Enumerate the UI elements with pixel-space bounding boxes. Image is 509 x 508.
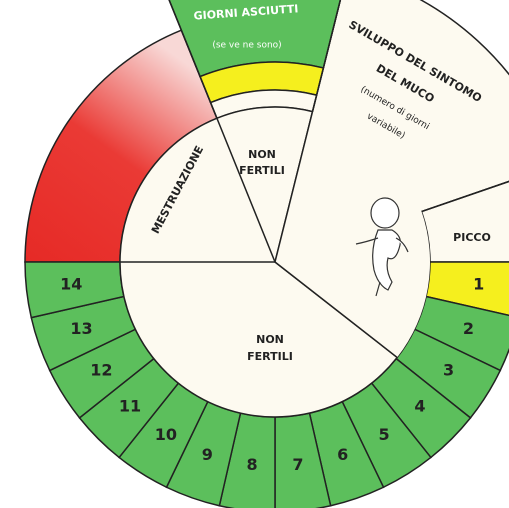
fertility-wheel: GIORNI ASCIUTTI (se ve ne sono) SVILUPPO… [0,0,509,508]
day-label: 5 [378,425,389,444]
day-label: 1 [473,274,484,293]
peak-label: PICCO [453,231,491,244]
infertile-bottom: NON [256,333,284,346]
day-label: 4 [414,396,425,415]
day-label: 8 [246,455,257,474]
day-label: 12 [90,361,112,380]
day-label: 11 [119,396,141,415]
day-label: 9 [202,445,213,464]
day-label: 2 [463,319,474,338]
day-label: 6 [337,445,348,464]
infertile-top: FERTILI [239,164,285,177]
dry-days-note: (se ve ne sono) [212,41,281,51]
day-label: 14 [60,274,82,293]
day-label: 10 [155,425,177,444]
infertile-bottom: FERTILI [247,350,293,363]
day-label: 13 [70,319,92,338]
day-label: 3 [443,361,454,380]
day-label: 7 [292,455,303,474]
infertile-top: NON [248,148,276,161]
